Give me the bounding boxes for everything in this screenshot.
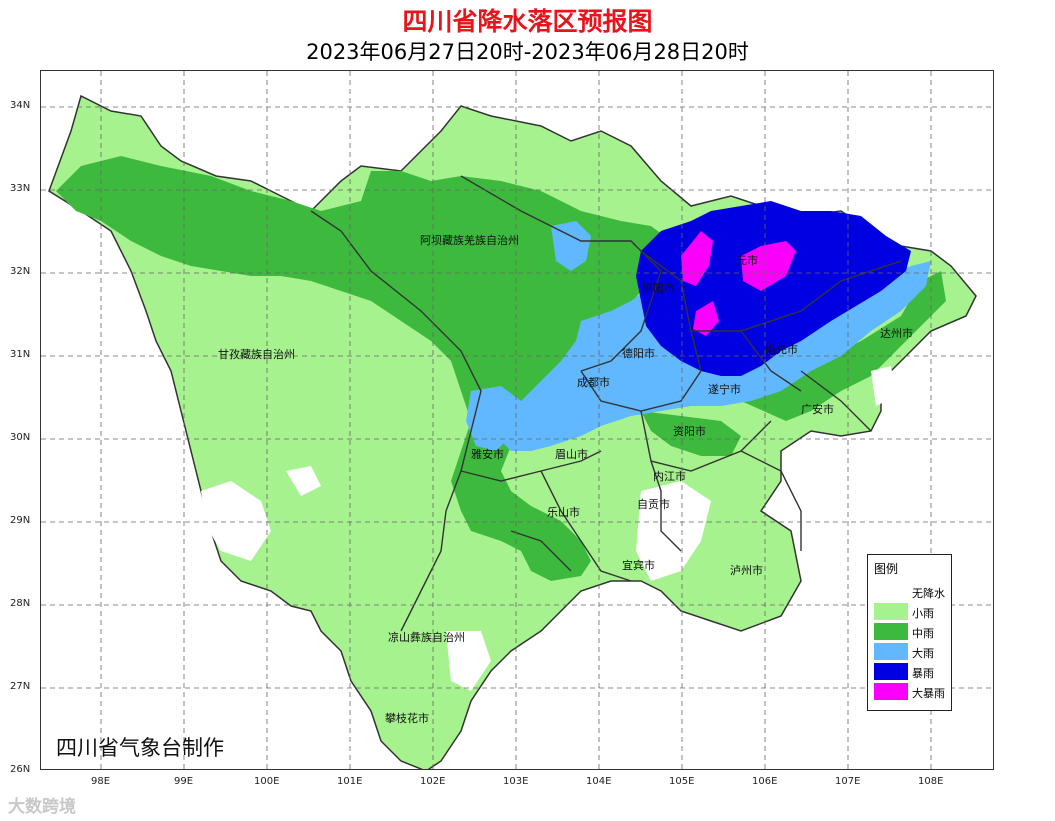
region-label: 雅安市 [471, 448, 504, 461]
legend-swatch [874, 683, 908, 700]
no-rain-area-4 [871, 366, 896, 406]
no-rain-area-1 [201, 481, 271, 561]
region-label: 德阳市 [622, 347, 655, 360]
region-label: 广安市 [801, 403, 834, 416]
region-label: 眉山市 [555, 448, 588, 461]
lat-label: 28N [10, 598, 31, 609]
region-label: 绵阳市 [642, 282, 675, 295]
watermark-logo: 大数跨境 [8, 797, 76, 817]
lon-label: 107E [835, 776, 861, 787]
legend-label: 小雨 [912, 607, 934, 620]
lon-label: 105E [669, 776, 695, 787]
lon-label: 98E [91, 776, 111, 787]
legend-label: 暴雨 [912, 667, 934, 680]
lon-label: 104E [586, 776, 612, 787]
lat-label: 33N [10, 183, 31, 194]
region-label: 内江市 [653, 470, 686, 483]
region-label: 元市 [736, 254, 758, 267]
legend-item-moderate-rain: 中雨 [874, 623, 952, 640]
legend-label: 中雨 [912, 627, 934, 640]
region-label: 甘孜藏族自治州 [218, 348, 295, 361]
lat-label: 32N [10, 266, 31, 277]
region-label: 乐山市 [547, 506, 580, 519]
map-title: 四川省降水落区预报图 [402, 7, 653, 36]
region-label: 自贡市 [637, 498, 670, 511]
region-label: 南充市 [765, 343, 798, 356]
lat-label: 29N [10, 515, 31, 526]
map-subtitle: 2023年06月27日20时-2023年06月28日20时 [306, 40, 749, 64]
lat-label: 27N [10, 681, 31, 692]
region-label: 阿坝藏族羌族自治州 [420, 234, 519, 247]
legend-swatch [874, 663, 908, 680]
graticule [41, 71, 993, 769]
legend-swatch [874, 603, 908, 620]
legend: 图例 无降水 小雨 中雨 大雨 暴雨 大暴雨 [867, 554, 952, 711]
legend-item-no-rain: 无降水 [874, 583, 952, 600]
legend-title: 图例 [874, 562, 899, 576]
legend-label: 大雨 [912, 647, 934, 660]
lon-label: 102E [420, 776, 446, 787]
legend-label: 无降水 [912, 587, 945, 600]
no-rain-area-3 [446, 631, 491, 691]
lon-label: 100E [254, 776, 280, 787]
lon-label: 108E [918, 776, 944, 787]
extreme-rain-area-1 [681, 231, 713, 286]
region-label: 宜宾市 [622, 559, 655, 572]
legend-item-heavy-rain: 大雨 [874, 643, 952, 660]
no-rain-area-5 [286, 466, 321, 496]
legend-label: 大暴雨 [912, 687, 945, 700]
map-frame [40, 70, 994, 770]
moderate-rain-area [56, 156, 671, 581]
lat-label: 31N [10, 349, 31, 360]
lon-label: 106E [752, 776, 778, 787]
lon-label: 103E [503, 776, 529, 787]
legend-item-rainstorm: 暴雨 [874, 663, 952, 680]
prefecture-boundaries [310, 175, 902, 632]
precipitation-map [41, 71, 993, 769]
no-rain-area-2 [636, 481, 711, 581]
legend-item-extreme-rainstorm: 大暴雨 [874, 683, 952, 700]
legend-item-light-rain: 小雨 [874, 603, 952, 620]
credit-text: 四川省气象台制作 [56, 736, 224, 760]
legend-swatch [874, 643, 908, 660]
lon-label: 101E [337, 776, 363, 787]
extreme-rain-area-2 [741, 241, 796, 291]
heavy-rain-area-ya-an [466, 386, 521, 451]
lat-label: 26N [10, 764, 31, 775]
extreme-rain-area-3 [693, 301, 719, 336]
region-label: 成都市 [577, 376, 610, 389]
legend-swatch [874, 583, 908, 600]
legend-swatch [874, 623, 908, 640]
lat-label: 30N [10, 432, 31, 443]
region-label: 攀枝花市 [385, 712, 429, 725]
region-label: 凉山彝族自治州 [388, 631, 465, 644]
heavy-rain-area-west [551, 221, 591, 271]
region-label: 泸州市 [730, 564, 763, 577]
lon-label: 99E [174, 776, 194, 787]
region-label: 达州市 [880, 327, 913, 340]
region-label: 遂宁市 [708, 383, 741, 396]
moderate-rain-area-south [641, 411, 741, 456]
lat-label: 34N [10, 100, 31, 111]
region-label: 资阳市 [673, 425, 706, 438]
